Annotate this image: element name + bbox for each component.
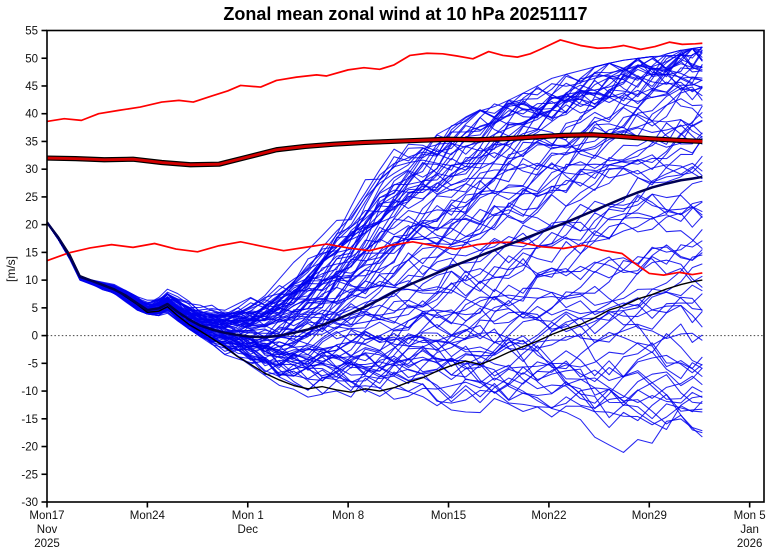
y-tick-label: 40 [25,109,38,121]
y-tick-label: 0 [32,331,38,343]
y-tick-label: 20 [25,220,38,232]
x-tick-label: Mon 1 [232,510,264,522]
ensemble-member-line [46,155,703,321]
x-tick-label: Mon 5 [734,510,766,522]
ensemble-member-line [46,48,703,328]
ensemble-member-line [46,70,703,322]
x-tick-label: 2025 [34,538,60,548]
x-tick-label: Mon24 [130,510,166,522]
x-tick-label: Mon22 [531,510,566,522]
ensemble-member-line [46,222,703,378]
y-tick-label: 55 [25,26,38,38]
ensemble-member-line [46,48,703,321]
y-tick-label: 50 [25,53,38,65]
y-tick-label: -30 [21,497,38,509]
climatology-upper-percentile-line [46,39,703,123]
ensemble-member-line [46,222,703,369]
y-tick-label: 45 [25,81,38,93]
y-tick-label: 35 [25,136,38,148]
y-tick-label: -20 [21,442,38,454]
ensemble-member-line [46,212,703,352]
y-tick-label: 25 [25,192,38,204]
y-tick-label: -15 [21,414,38,426]
ensemble-member-line [46,222,703,434]
y-tick-label: -25 [21,469,38,481]
x-tick-label: Mon17 [29,510,64,522]
y-tick-label: 15 [25,247,38,259]
ensemble-member-line [46,193,703,345]
x-tick-label: Jan [740,524,759,536]
x-tick-label: Mon 8 [332,510,364,522]
ensemble-member-line [46,66,703,333]
ensemble-member-line [46,64,703,321]
y-tick-label: -5 [28,358,38,370]
x-tick-label: Dec [238,524,259,536]
x-tick-label: Mon15 [431,510,466,522]
climatology-lower-percentile-line [46,240,703,276]
plot-frame [46,29,765,503]
chart-title: Zonal mean zonal wind at 10 hPa 20251117 [223,4,588,24]
x-tick-label: 2026 [737,538,763,548]
y-tick-label: 10 [25,275,38,287]
y-tick-label: 5 [32,303,38,315]
y-tick-label: -10 [21,386,38,398]
ensemble-member-line [46,62,703,321]
climatology-mean-line [46,133,703,167]
ensemble-member-line [46,52,703,329]
y-tick-label: 30 [25,164,38,176]
ensemble-member-line [46,222,703,377]
ensemble-member-line [46,222,703,369]
x-tick-label: Mon29 [632,510,667,522]
ensemble-member-line [46,105,703,318]
ensemble-mean-line [45,175,703,339]
x-tick-label: Nov [37,524,58,536]
ensemble-member-line [46,57,703,328]
ensemble-member-line [46,162,703,352]
